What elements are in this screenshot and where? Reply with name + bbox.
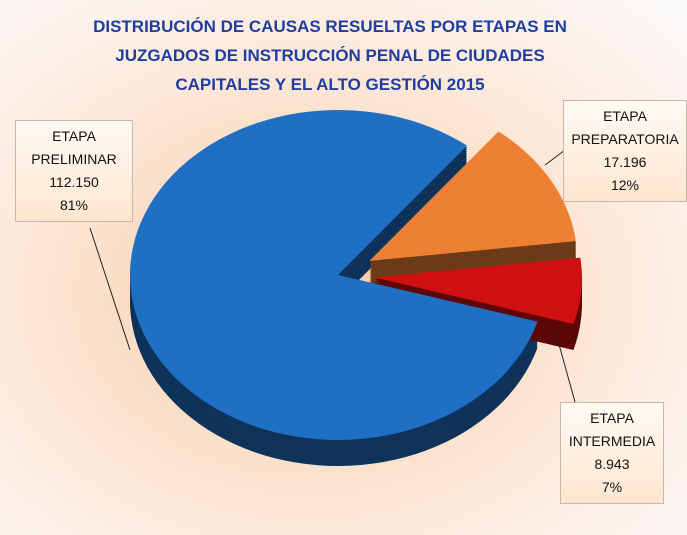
category-label: ETAPA PRELIMINAR	[31, 128, 117, 167]
slice	[130, 109, 538, 440]
category-label: ETAPA INTERMEDIA	[568, 410, 656, 449]
chart-title: DISTRIBUCIÓN DE CAUSAS RESUELTAS POR ETA…	[93, 17, 567, 94]
label-box: ETAPA INTERMEDIA 8.943 7%	[560, 402, 664, 504]
category-label: ETAPA PREPARATORIA	[571, 108, 679, 147]
label-box: ETAPA PRELIMINAR 112.150 81%	[15, 120, 133, 222]
slice	[373, 257, 582, 324]
leader-line	[554, 329, 576, 403]
percent-label: 7%	[601, 479, 623, 495]
value-label: 8.943	[594, 456, 630, 472]
percent-label: 81%	[59, 197, 89, 213]
label-box: ETAPA PREPARATORIA 17.196 12%	[563, 100, 687, 202]
value-label: 17.196	[603, 154, 647, 170]
leader-line	[544, 149, 566, 166]
slice	[369, 131, 576, 261]
leader-line	[89, 227, 131, 351]
percent-label: 12%	[610, 177, 640, 193]
value-label: 112.150	[49, 174, 99, 190]
